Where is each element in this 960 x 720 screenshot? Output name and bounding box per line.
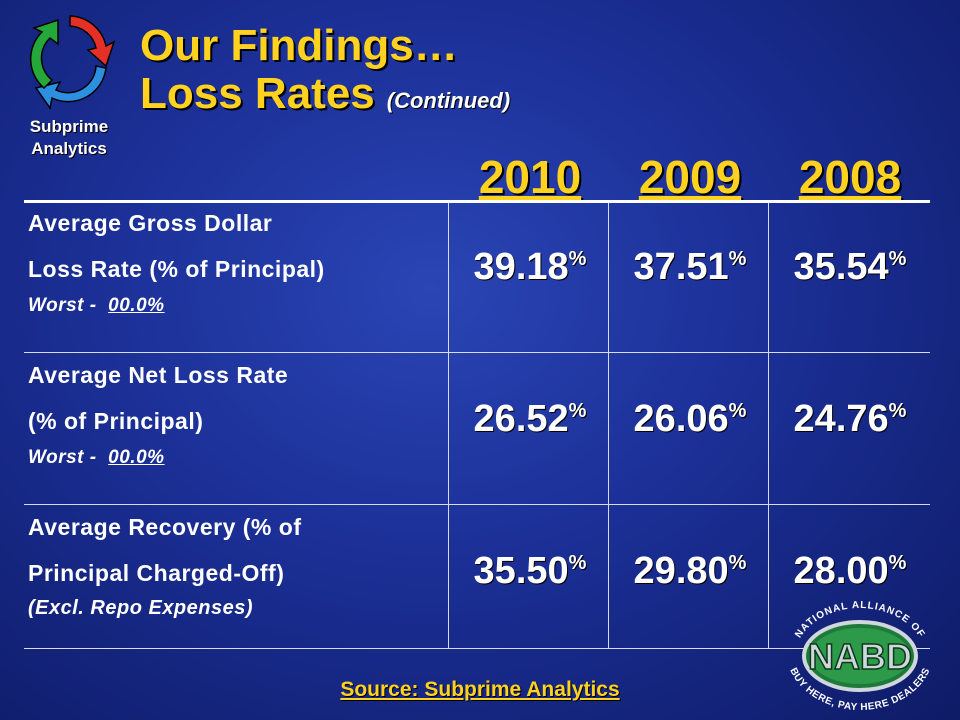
row-1-label-line-1: Average Gross Dollar [28, 210, 273, 236]
row-1-worst-value: 00.0% [108, 295, 165, 316]
row-divider-3 [24, 648, 930, 649]
row-1-worst-prefix: Worst - [28, 295, 97, 316]
column-divider-2 [608, 203, 609, 648]
table-cell: 37.51% [633, 246, 747, 288]
source-note: Source: Subprime Analytics [340, 678, 620, 701]
row-2-label-line-1: Average Net Loss Rate [28, 362, 289, 388]
title-line-2-wrap: Loss Rates (Continued) [140, 70, 510, 125]
row-divider-2 [24, 504, 930, 505]
table-cell: 24.76% [793, 398, 907, 440]
row-3-note: (Excl. Repo Expenses) [28, 597, 254, 619]
row-divider-1 [24, 352, 930, 353]
page-title: Our Findings… Loss Rates (Continued) [140, 22, 510, 125]
year-header-3: 2008 [798, 151, 902, 203]
table-cell: 26.06% [633, 398, 747, 440]
table-cell: 28.00% [793, 550, 907, 592]
table-cell: 35.50% [473, 550, 587, 592]
year-header-2: 2009 [638, 151, 742, 203]
row-label-recovery: Average Recovery (% of Principal Charged… [28, 504, 301, 620]
row-3-label-line-1: Average Recovery (% of [28, 514, 302, 540]
nabd-text: NABD [808, 636, 912, 677]
logo-line-2: Analytics [31, 139, 107, 158]
row-3-label-line-2: Principal Charged-Off) [28, 560, 285, 586]
recycle-arrows-icon [29, 15, 116, 110]
year-header-1: 2010 [478, 151, 582, 203]
logo-line-1: Subprime [29, 117, 109, 136]
table-cell: 35.54% [793, 246, 907, 288]
row-2-worst: Worst - 00.0% [28, 444, 288, 472]
subprime-analytics-logo: Subprime Analytics [14, 6, 124, 166]
row-2-label-line-2: (% of Principal) [28, 408, 204, 434]
column-divider-1 [448, 203, 449, 648]
column-divider-3 [768, 203, 769, 648]
table-cell: 39.18% [473, 246, 587, 288]
title-continued: (Continued) [386, 88, 511, 113]
title-line-1: Our Findings… [140, 21, 458, 70]
row-2-worst-value: 00.0% [108, 447, 165, 468]
row-1-worst: Worst - 00.0% [28, 292, 325, 320]
nabd-logo: NATIONAL ALLIANCE OF NABD BUY HERE, PAY … [780, 598, 940, 713]
year-headers: 2010 2009 2008 [0, 150, 960, 203]
row-label-net-loss: Average Net Loss Rate (% of Principal) W… [28, 352, 288, 472]
row-1-label-line-2: Loss Rate (% of Principal) [28, 256, 325, 282]
title-line-2: Loss Rates [140, 69, 375, 118]
row-label-gross-loss: Average Gross Dollar Loss Rate (% of Pri… [28, 200, 325, 320]
row-2-worst-prefix: Worst - [28, 447, 97, 468]
header-rule [24, 200, 930, 203]
table-cell: 29.80% [633, 550, 747, 592]
table-cell: 26.52% [473, 398, 587, 440]
